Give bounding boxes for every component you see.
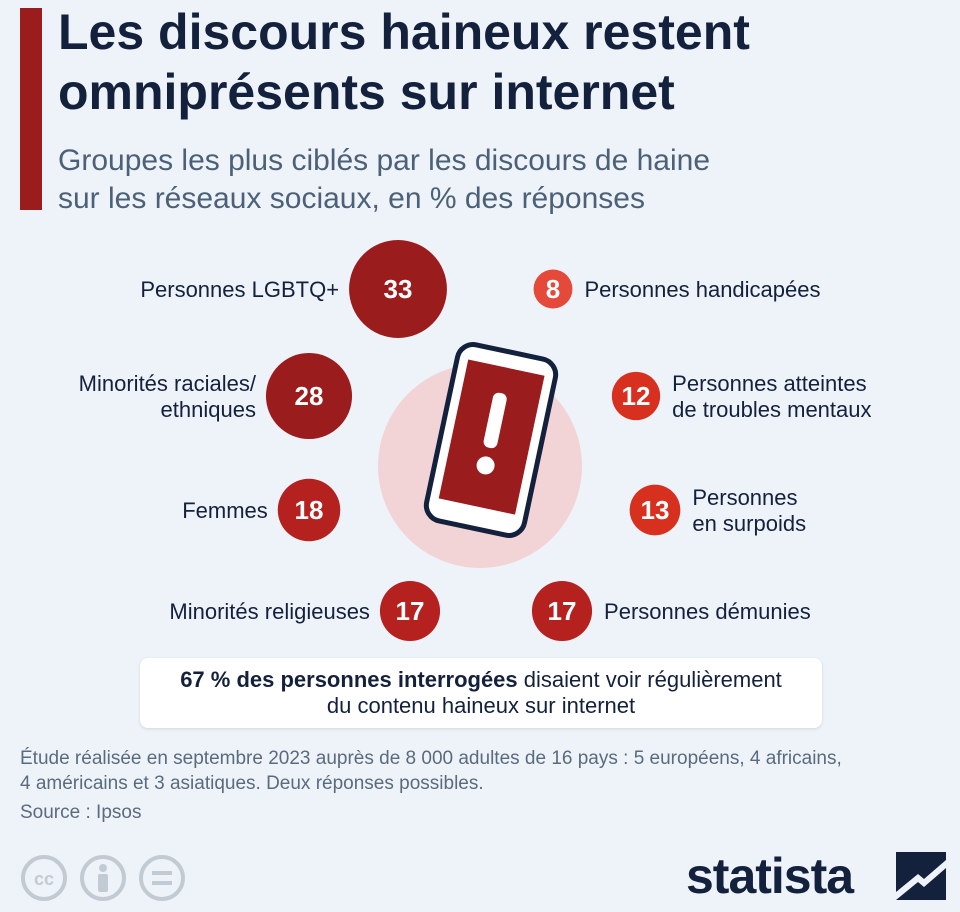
bubble-label-line: Personnes LGBTQ+ [140,277,339,302]
bubble-value-5: 8 [546,274,560,304]
title-line-2: omniprésents sur internet [58,64,675,120]
bubble-label-6: Personnes atteintes de troubles mentaux [672,371,871,422]
bubble-5 [533,269,573,309]
bubble-label-5: Personnes handicapées [584,277,820,302]
bubble-1 [349,240,447,338]
footnote-line-1: Étude réalisée en septembre 2023 auprès … [20,748,842,769]
bubble-label-line: Personnes démunies [604,599,811,624]
person-icon[interactable] [80,855,126,901]
bubble-value-3: 18 [295,495,324,525]
bubble-4 [379,580,441,642]
cc-icon[interactable]: cc [21,855,67,901]
accent-bar [20,8,42,210]
bubble-2 [265,352,353,440]
bubble-label-3: Femmes [182,498,268,523]
footnote: Étude réalisée en septembre 2023 auprès … [20,746,950,796]
svg-text:cc: cc [34,869,54,889]
bubbles-layer: 33 Personnes LGBTQ+ 28 Minorités raciales/e… [79,240,872,642]
phone-alert-icon [423,342,559,538]
bubble-label-line: ethniques [161,397,256,422]
bubble-label-line: en surpoids [692,511,806,536]
bubble-value-7: 13 [641,495,670,525]
summary-line-2: du contenu haineux sur internet [326,693,636,718]
bubble-label-line: Personnes [692,485,797,510]
summary-rest: disaient voir régulièrement [517,667,782,692]
bubble-label-line: Minorités raciales/ [79,371,257,396]
brand-text: statista [686,848,854,904]
summary-box: 67 % des personnes interrogées disaient … [140,658,822,728]
bubble-label-line: Femmes [182,498,268,523]
source-note: Source : Ipsos [20,802,142,823]
summary-line-1: 67 % des personnes interrogées disaient … [140,667,822,693]
bubble-value-6: 12 [622,381,651,411]
bubble-value-8: 17 [548,596,577,626]
bubble-value-1: 33 [384,274,413,304]
footnote-line-2: 4 américains et 3 asiatiques. Deux répon… [20,773,484,794]
equals-icon[interactable] [139,855,185,901]
license-icons[interactable]: cc [20,852,190,904]
bubble-label-4: Minorités religieuses [169,599,370,624]
bubble-label-line: Personnes atteintes [672,371,866,396]
chart-subtitle: Groupes les plus ciblés par les discours… [58,142,938,218]
subtitle-line-1: Groupes les plus ciblés par les discours… [58,144,711,177]
bubble-label-7: Personnes en surpoids [692,485,806,536]
bubble-value-4: 17 [396,596,425,626]
bubble-label-line: Personnes handicapées [584,277,820,302]
title-line-1: Les discours haineux restent [58,4,750,60]
bubble-label-line: de troubles mentaux [672,397,871,422]
bubble-label-1: Personnes LGBTQ+ [140,277,339,302]
statista-logo[interactable]: statista [686,848,946,904]
subtitle-line-2: sur les réseaux sociaux, en % des répons… [58,182,645,215]
bubble-6 [611,371,661,421]
chart-title: Les discours haineux restent omniprésent… [58,2,948,122]
bubble-label-line: Minorités religieuses [169,599,370,624]
bubble-label-2: Minorités raciales/ethniques [79,371,257,422]
bubble-7 [629,484,681,536]
bubble-3 [277,478,341,542]
summary-bold: 67 % des personnes interrogées [180,667,518,692]
bubble-chart: 33 Personnes LGBTQ+ 28 Minorités raciales/e… [79,240,872,642]
statista-mark-icon [896,852,946,900]
bubble-label-8: Personnes démunies [604,599,811,624]
bubble-8 [531,580,593,642]
bubble-value-2: 28 [295,381,324,411]
